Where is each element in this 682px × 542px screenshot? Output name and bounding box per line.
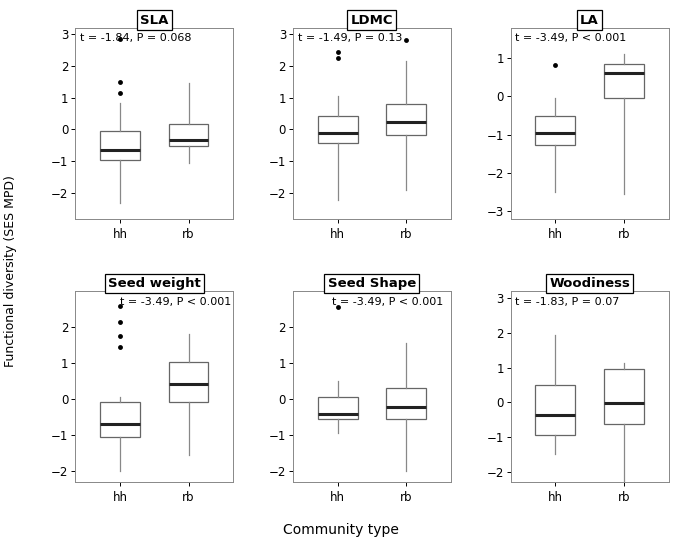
Text: t = -1.84, P = 0.068: t = -1.84, P = 0.068 xyxy=(80,34,192,43)
Text: Functional diversity (SES MPD): Functional diversity (SES MPD) xyxy=(3,175,17,367)
PathPatch shape xyxy=(535,385,575,435)
Text: t = -3.49, P < 0.001: t = -3.49, P < 0.001 xyxy=(333,297,444,307)
Text: t = -3.49, P < 0.001: t = -3.49, P < 0.001 xyxy=(119,297,231,307)
Title: LA: LA xyxy=(580,14,599,27)
PathPatch shape xyxy=(535,116,575,145)
PathPatch shape xyxy=(386,104,426,135)
PathPatch shape xyxy=(386,388,426,419)
Title: Seed weight: Seed weight xyxy=(108,277,201,290)
PathPatch shape xyxy=(100,402,140,437)
Text: Community type: Community type xyxy=(283,522,399,537)
Title: Woodiness: Woodiness xyxy=(549,277,630,290)
PathPatch shape xyxy=(100,131,140,160)
Title: Seed Shape: Seed Shape xyxy=(328,277,416,290)
PathPatch shape xyxy=(604,64,644,98)
PathPatch shape xyxy=(318,116,357,143)
Text: t = -1.49, P = 0.13: t = -1.49, P = 0.13 xyxy=(298,34,402,43)
Title: SLA: SLA xyxy=(140,14,168,27)
PathPatch shape xyxy=(604,369,644,424)
PathPatch shape xyxy=(168,363,209,402)
Title: LDMC: LDMC xyxy=(351,14,393,27)
PathPatch shape xyxy=(168,124,209,146)
Text: t = -3.49, P < 0.001: t = -3.49, P < 0.001 xyxy=(516,34,627,43)
Text: t = -1.83, P = 0.07: t = -1.83, P = 0.07 xyxy=(516,297,620,307)
PathPatch shape xyxy=(318,397,357,419)
